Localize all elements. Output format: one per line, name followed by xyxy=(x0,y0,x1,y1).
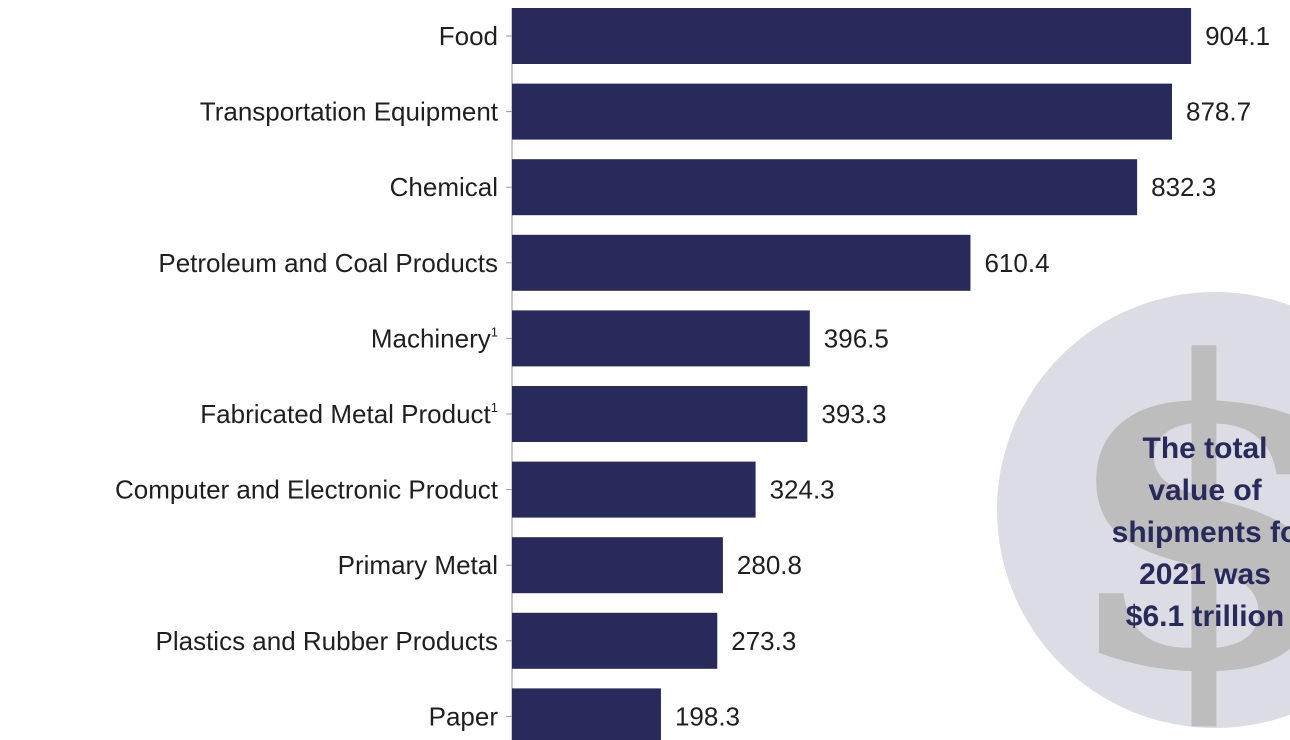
bar-0 xyxy=(512,8,1192,64)
callout-circle xyxy=(997,292,1290,728)
value-label: 273.3 xyxy=(731,626,796,656)
value-label: 198.3 xyxy=(675,701,740,731)
value-label: 324.3 xyxy=(770,475,835,505)
category-label: Computer and Electronic Product xyxy=(115,475,499,505)
bar-3 xyxy=(512,234,971,291)
bar-8 xyxy=(512,612,718,669)
callout-line-3: shipments fo xyxy=(1112,516,1290,549)
category-label: Food xyxy=(439,21,498,51)
category-label: Fabricated Metal Product1 xyxy=(200,399,498,429)
callout-line-1: The total xyxy=(1143,432,1268,465)
dollar-sign-icon: $ xyxy=(1059,272,1290,740)
category-label: Petroleum and Coal Products xyxy=(158,248,498,278)
value-label: 280.8 xyxy=(737,550,802,580)
bar-6 xyxy=(512,461,756,518)
callout-line-5: $6.1 trillion xyxy=(1126,600,1284,633)
value-label: 904.1 xyxy=(1205,21,1270,51)
bars-layer: Food 904.1 Transportation Equipment 878.7 Ch… xyxy=(115,8,1270,740)
total-shipments-callout: $ The total value of shipments fo 2021 w… xyxy=(997,272,1290,740)
value-label: 610.4 xyxy=(984,248,1049,278)
category-label: Paper xyxy=(429,701,499,731)
category-label: Transportation Equipment xyxy=(200,97,499,127)
value-label: 393.3 xyxy=(821,399,886,429)
callout-line-4: 2021 was xyxy=(1139,558,1271,591)
value-label: 878.7 xyxy=(1186,97,1251,127)
bar-5 xyxy=(512,386,808,442)
footnote-marker: 1 xyxy=(491,324,498,339)
bar-9 xyxy=(512,688,661,740)
callout-line-2: value of xyxy=(1148,474,1262,507)
bar-7 xyxy=(512,537,723,594)
value-label: 396.5 xyxy=(824,323,889,353)
bar-4 xyxy=(512,310,810,367)
value-label: 832.3 xyxy=(1151,172,1216,202)
bar-2 xyxy=(512,159,1138,216)
category-label: Primary Metal xyxy=(338,550,498,580)
footnote-marker: 1 xyxy=(491,400,498,415)
bar-1 xyxy=(512,83,1172,140)
category-label: Chemical xyxy=(390,172,498,202)
category-label: Machinery1 xyxy=(371,323,498,353)
category-label: Plastics and Rubber Products xyxy=(155,626,498,656)
